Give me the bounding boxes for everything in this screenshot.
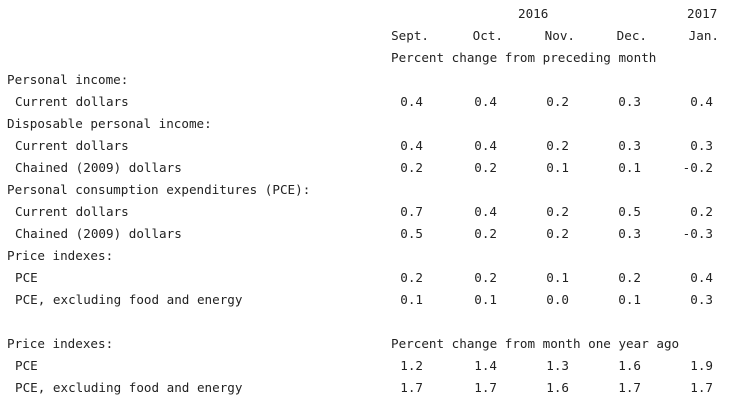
value-cell: 0.1 — [546, 270, 569, 285]
value-cell: 0.1 — [618, 160, 641, 175]
value-cell: 1.6 — [618, 358, 641, 373]
yearly-section-label: Price indexes: — [7, 336, 114, 351]
row-label: Current dollars — [15, 204, 129, 219]
value-cell: 0.0 — [546, 292, 569, 307]
value-cell: 0.4 — [690, 94, 713, 109]
value-cell: 0.4 — [474, 204, 497, 219]
value-cell: 1.3 — [546, 358, 569, 373]
value-cell: 1.7 — [400, 380, 423, 395]
year-2017-heading: 2017 — [687, 6, 718, 21]
value-cell: 0.1 — [400, 292, 423, 307]
value-cell: 0.2 — [474, 270, 497, 285]
section-label: Personal consumption expenditures (PCE): — [7, 182, 311, 197]
value-cell: 0.4 — [690, 270, 713, 285]
row-label: Chained (2009) dollars — [15, 226, 182, 241]
value-cell: 1.2 — [400, 358, 423, 373]
value-cell: 0.2 — [400, 160, 423, 175]
row-label: PCE, excluding food and energy — [15, 380, 243, 395]
value-cell: 1.7 — [618, 380, 641, 395]
value-cell: 1.4 — [474, 358, 497, 373]
value-cell: 0.3 — [618, 94, 641, 109]
value-cell: 0.5 — [618, 204, 641, 219]
row-label: Current dollars — [15, 138, 129, 153]
value-cell: 0.4 — [400, 138, 423, 153]
value-cell: 0.2 — [474, 226, 497, 241]
month-header-sept: Sept. — [391, 28, 429, 43]
value-cell: 0.3 — [618, 226, 641, 241]
section-label: Price indexes: — [7, 248, 114, 263]
value-cell: -0.2 — [682, 160, 713, 175]
value-cell: 0.5 — [400, 226, 423, 241]
value-cell: 1.9 — [690, 358, 713, 373]
value-cell: 0.2 — [546, 94, 569, 109]
month-header-oct: Oct. — [472, 28, 503, 43]
section-label: Personal income: — [7, 72, 129, 87]
row-label: PCE, excluding food and energy — [15, 292, 243, 307]
value-cell: 0.2 — [690, 204, 713, 219]
value-cell: 0.4 — [400, 94, 423, 109]
value-cell: 0.2 — [474, 160, 497, 175]
row-label: PCE — [15, 358, 38, 373]
value-cell: 1.7 — [474, 380, 497, 395]
row-label: Chained (2009) dollars — [15, 160, 182, 175]
value-cell: 1.7 — [690, 380, 713, 395]
value-cell: 0.1 — [618, 292, 641, 307]
value-cell: 0.3 — [618, 138, 641, 153]
value-cell: 0.2 — [546, 226, 569, 241]
value-cell: 0.4 — [474, 138, 497, 153]
month-header-jan: Jan. — [688, 28, 719, 43]
year-2016-heading: 2016 — [518, 6, 549, 21]
value-cell: 0.7 — [400, 204, 423, 219]
section-label: Disposable personal income: — [7, 116, 212, 131]
row-label: PCE — [15, 270, 38, 285]
value-cell: 0.1 — [474, 292, 497, 307]
caption-yearly-change: Percent change from month one year ago — [391, 336, 680, 351]
value-cell: 0.2 — [546, 204, 569, 219]
value-cell: 0.2 — [400, 270, 423, 285]
value-cell: 1.6 — [546, 380, 569, 395]
value-cell: 0.2 — [546, 138, 569, 153]
value-cell: 0.3 — [690, 138, 713, 153]
value-cell: 0.4 — [474, 94, 497, 109]
value-cell: -0.3 — [682, 226, 713, 241]
caption-monthly-change: Percent change from preceding month — [391, 50, 657, 65]
value-cell: 0.3 — [690, 292, 713, 307]
row-label: Current dollars — [15, 94, 129, 109]
month-header-dec: Dec. — [616, 28, 647, 43]
value-cell: 0.1 — [546, 160, 569, 175]
month-header-nov: Nov. — [544, 28, 575, 43]
value-cell: 0.2 — [618, 270, 641, 285]
